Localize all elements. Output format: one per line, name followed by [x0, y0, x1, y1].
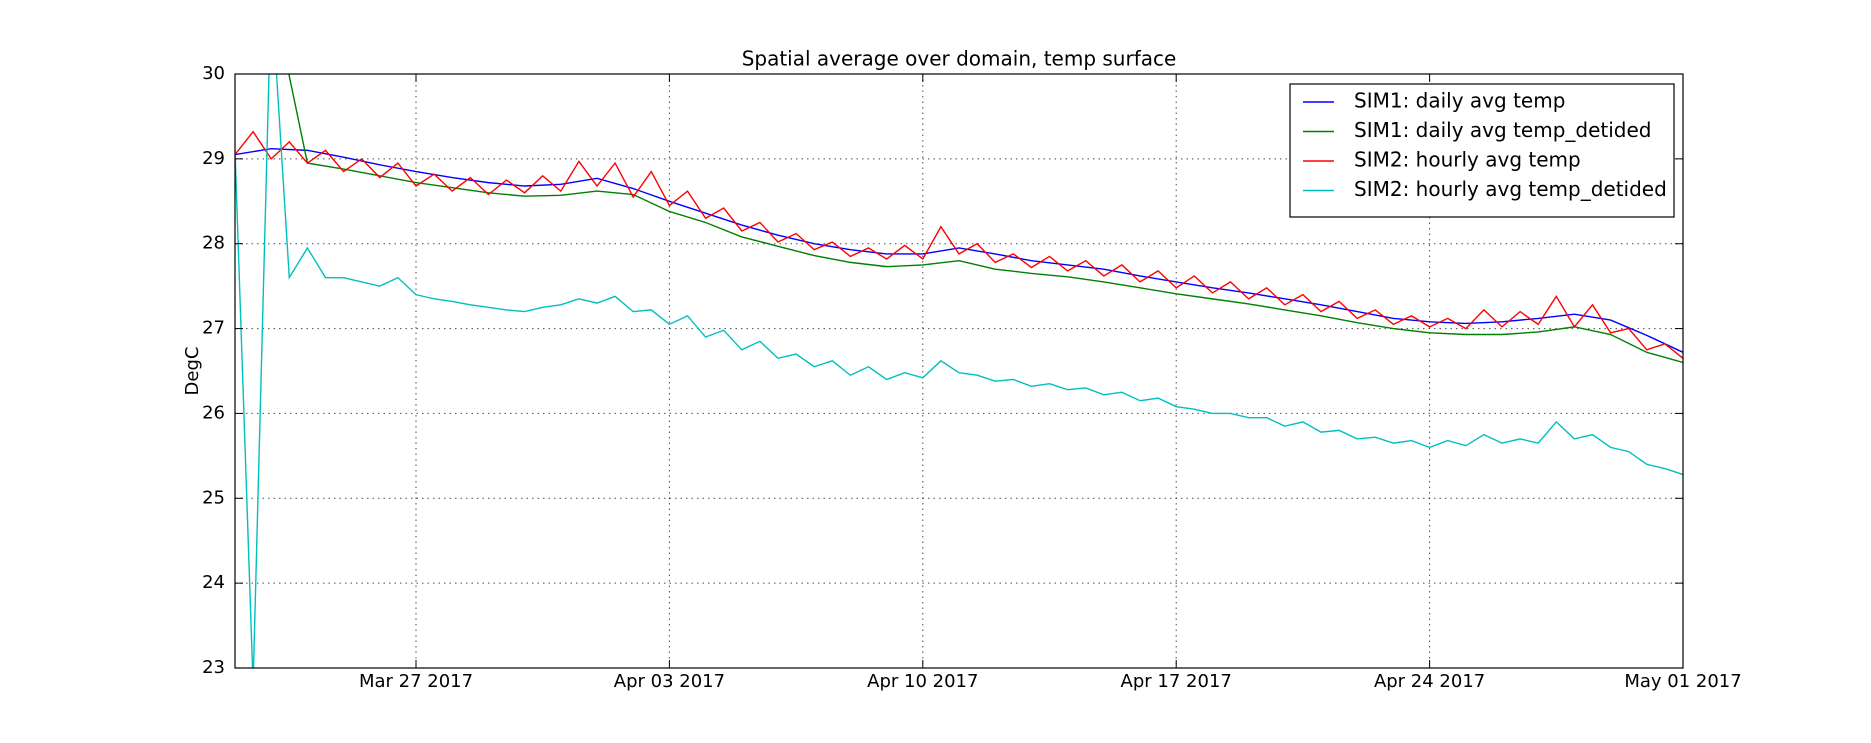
plot-frame	[234, 73, 1684, 669]
y-tick-label: 25	[202, 487, 225, 508]
x-tick-label: Apr 03 2017	[614, 671, 725, 692]
axes: 23 24 25 26 27 28 29 30 Mar 27 2017 Apr 03 2017 Ap…	[202, 63, 1742, 692]
x-tick-label: Mar 27 2017	[359, 671, 473, 692]
legend-label: SIM1: daily avg temp_detided	[1354, 118, 1652, 142]
legend-label: SIM2: hourly avg temp	[1354, 148, 1581, 172]
y-tick-label: 29	[202, 148, 225, 169]
y-tick-label: 23	[202, 657, 225, 678]
x-tick-label: Apr 10 2017	[867, 671, 978, 692]
data-line	[288, 74, 1683, 364]
y-tick-label: 28	[202, 233, 225, 254]
data-line	[235, 147, 1683, 353]
legend-box	[1289, 83, 1675, 218]
y-tick-label: 24	[202, 572, 225, 593]
x-tick-label: May 01 2017	[1624, 671, 1741, 692]
x-tick-label: Apr 24 2017	[1374, 671, 1485, 692]
legend: SIM1: daily avg temp SIM1: daily avg temp…	[1289, 83, 1675, 218]
chart-title: Spatial average over domain, temp surfac…	[742, 47, 1177, 71]
y-axis-label: DegC	[182, 347, 203, 396]
x-tick-label: Apr 17 2017	[1121, 671, 1232, 692]
legend-label: SIM2: hourly avg temp_detided	[1354, 177, 1667, 201]
y-tick-label: 27	[202, 318, 225, 339]
y-tick-label: 26	[202, 402, 225, 423]
data-line	[235, 74, 1683, 668]
legend-label: SIM1: daily avg temp	[1354, 89, 1565, 113]
y-tick-label: 30	[202, 63, 225, 84]
plot-area	[235, 74, 1683, 668]
data-line	[235, 130, 1683, 359]
